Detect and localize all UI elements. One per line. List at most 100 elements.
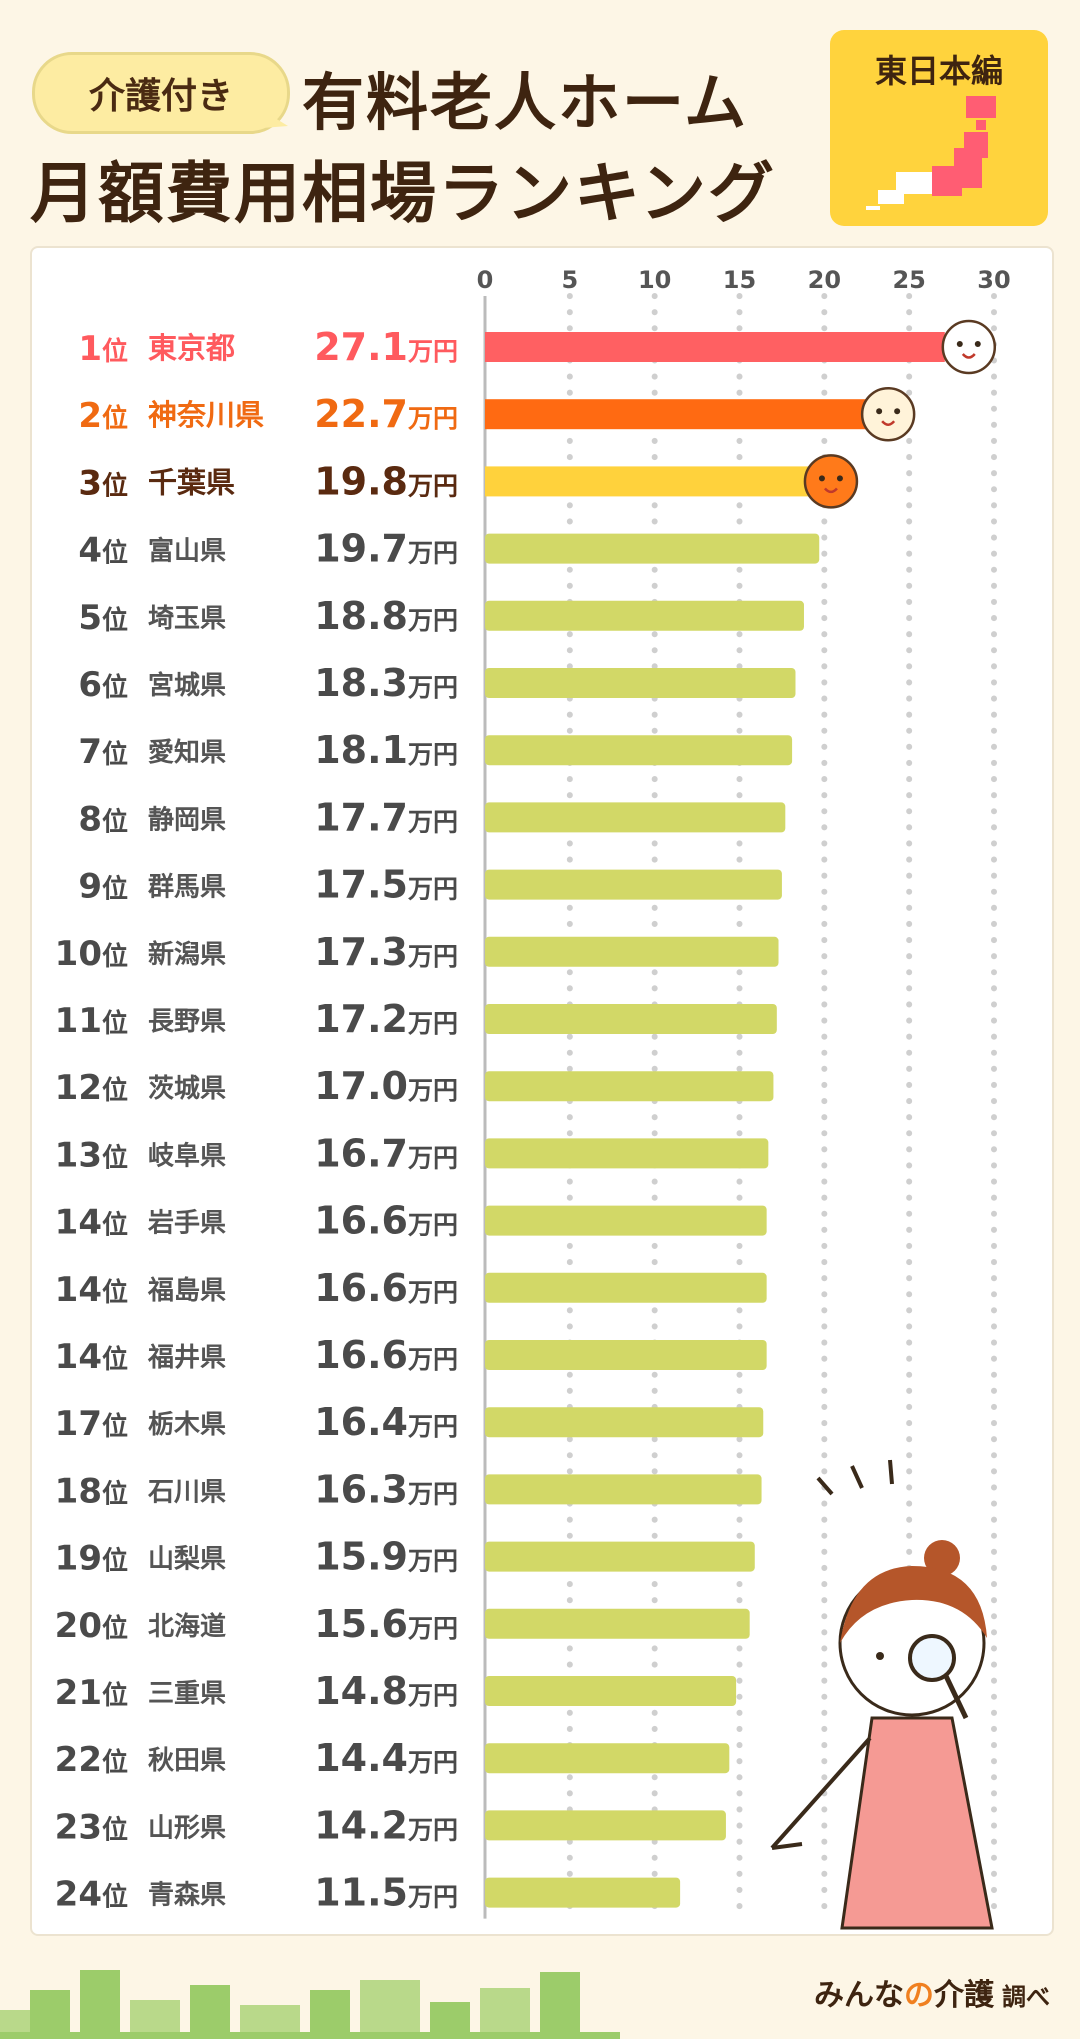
rank-label: 12位 <box>55 1068 128 1108</box>
header: 介護付き 有料老人ホーム 月額費用相場ランキング 東日本編 <box>0 0 1080 240</box>
prefecture-name: 三重県 <box>148 1679 226 1709</box>
bar <box>485 1071 774 1102</box>
prefecture-name: 千葉県 <box>148 465 235 499</box>
value-label: 14.2万円 <box>314 1803 458 1847</box>
title-line-1: 有料老人ホーム <box>302 66 749 139</box>
bar <box>485 1743 730 1774</box>
value-label: 16.4万円 <box>314 1400 458 1444</box>
tick-label-10: 10 <box>638 266 671 294</box>
rank-label: 9位 <box>78 867 128 907</box>
prefecture-name: 富山県 <box>148 536 226 567</box>
rank-label: 8位 <box>78 799 128 839</box>
rank-label: 5位 <box>78 598 128 638</box>
value-label: 11.5万円 <box>314 1871 458 1915</box>
value-label: 16.7万円 <box>314 1131 458 1175</box>
rank-label: 2位 <box>78 396 128 436</box>
prefecture-name: 神奈川県 <box>148 398 264 432</box>
rank-label: 14位 <box>55 1270 128 1310</box>
city-skyline-illustration <box>0 1970 620 2039</box>
prefecture-name: 秋田県 <box>148 1746 226 1776</box>
rank-label: 21位 <box>55 1673 128 1713</box>
rank-label: 1位 <box>78 329 128 369</box>
tick-label-0: 0 <box>477 266 494 294</box>
rank-label: 24位 <box>55 1875 128 1915</box>
tick-label-15: 15 <box>723 266 756 294</box>
ranking-chart: 0 5 10 15 20 25 30 1位 東京都 27.1万円 2位 神奈川県 22.7万円 3位 千葉県… <box>55 266 1011 1930</box>
prefecture-name: 岐阜県 <box>148 1141 226 1171</box>
value-label: 16.3万円 <box>314 1467 458 1511</box>
bar <box>485 1340 767 1370</box>
value-label: 17.5万円 <box>314 863 458 907</box>
brand-part-c: 介護 <box>934 1978 994 2013</box>
prefecture-name: 茨城県 <box>148 1074 226 1104</box>
cat-mascot-icon <box>860 386 916 442</box>
rank-label: 3位 <box>78 463 128 503</box>
bar <box>485 936 779 967</box>
japan-map-icon <box>866 96 996 210</box>
badge-label: 介護付き <box>88 76 233 117</box>
value-label: 22.7万円 <box>314 392 458 436</box>
prefecture-name: 東京都 <box>148 331 235 365</box>
bar <box>485 802 786 833</box>
value-label: 16.6万円 <box>314 1333 458 1377</box>
value-label: 17.7万円 <box>314 795 458 839</box>
rank-label: 10位 <box>55 934 128 974</box>
region-label: 東日本編 <box>874 52 1003 90</box>
bar <box>485 399 871 430</box>
rank-label: 23位 <box>55 1807 128 1847</box>
prefecture-name: 長野県 <box>148 1007 226 1037</box>
orange-mascot-icon <box>803 454 859 509</box>
badge-bubble: 介護付き <box>32 52 290 134</box>
rank-label: 14位 <box>55 1203 128 1243</box>
value-label: 17.0万円 <box>314 1064 458 1108</box>
rank-label: 20位 <box>55 1606 128 1646</box>
tick-label-5: 5 <box>561 266 578 294</box>
bar <box>485 332 945 362</box>
value-label: 19.7万円 <box>314 527 458 571</box>
bar <box>485 1474 762 1505</box>
bar <box>485 1205 767 1236</box>
prefecture-name: 岩手県 <box>147 1209 226 1239</box>
bar <box>485 1877 681 1908</box>
chart-panel: 0 5 10 15 20 25 30 1位 東京都 27.1万円 2位 神奈川県 22.7万円 3位 千葉県… <box>30 246 1054 1936</box>
rank-label: 13位 <box>55 1135 128 1175</box>
bar <box>485 1407 764 1438</box>
bar <box>485 1272 767 1303</box>
prefecture-name: 静岡県 <box>148 804 226 835</box>
bar <box>485 1541 755 1572</box>
value-label: 16.6万円 <box>314 1266 458 1310</box>
brand-part-b: の <box>904 1978 934 2013</box>
value-label: 19.8万円 <box>314 459 458 503</box>
bar <box>485 668 796 698</box>
rank-label: 7位 <box>78 732 128 772</box>
value-label: 18.1万円 <box>314 728 458 772</box>
bar <box>485 533 820 564</box>
value-label: 14.8万円 <box>314 1669 458 1713</box>
value-label: 15.9万円 <box>314 1535 458 1579</box>
tick-label-30: 30 <box>977 266 1010 294</box>
prefecture-name: 宮城県 <box>148 670 226 701</box>
rank-label: 17位 <box>55 1404 128 1444</box>
region-badge: 東日本編 <box>830 30 1048 226</box>
rank-label: 11位 <box>55 1001 128 1041</box>
prefecture-name: 石川県 <box>147 1477 226 1507</box>
tick-label-20: 20 <box>808 266 841 294</box>
prefecture-name: 青森県 <box>148 1881 226 1911</box>
prefecture-name: 愛知県 <box>148 738 226 768</box>
prefecture-name: 新潟県 <box>148 939 226 970</box>
rank-label: 18位 <box>55 1471 128 1511</box>
cat-mascot-icon <box>941 319 997 375</box>
bar <box>485 1676 737 1706</box>
rank-label: 14位 <box>55 1337 128 1377</box>
value-label: 16.6万円 <box>314 1199 458 1243</box>
value-label: 18.3万円 <box>314 661 458 705</box>
value-label: 18.8万円 <box>314 594 458 638</box>
prefecture-name: 北海道 <box>148 1611 226 1642</box>
value-label: 17.2万円 <box>314 997 458 1041</box>
brand-part-a: みんな <box>814 1978 904 2013</box>
prefecture-name: 福井県 <box>147 1343 226 1373</box>
value-label: 27.1万円 <box>314 325 458 369</box>
bar <box>485 600 804 631</box>
footer-credit: みんなの介護 調べ <box>814 1970 1050 2014</box>
title-line-2: 月額費用相場ランキング <box>30 155 777 232</box>
